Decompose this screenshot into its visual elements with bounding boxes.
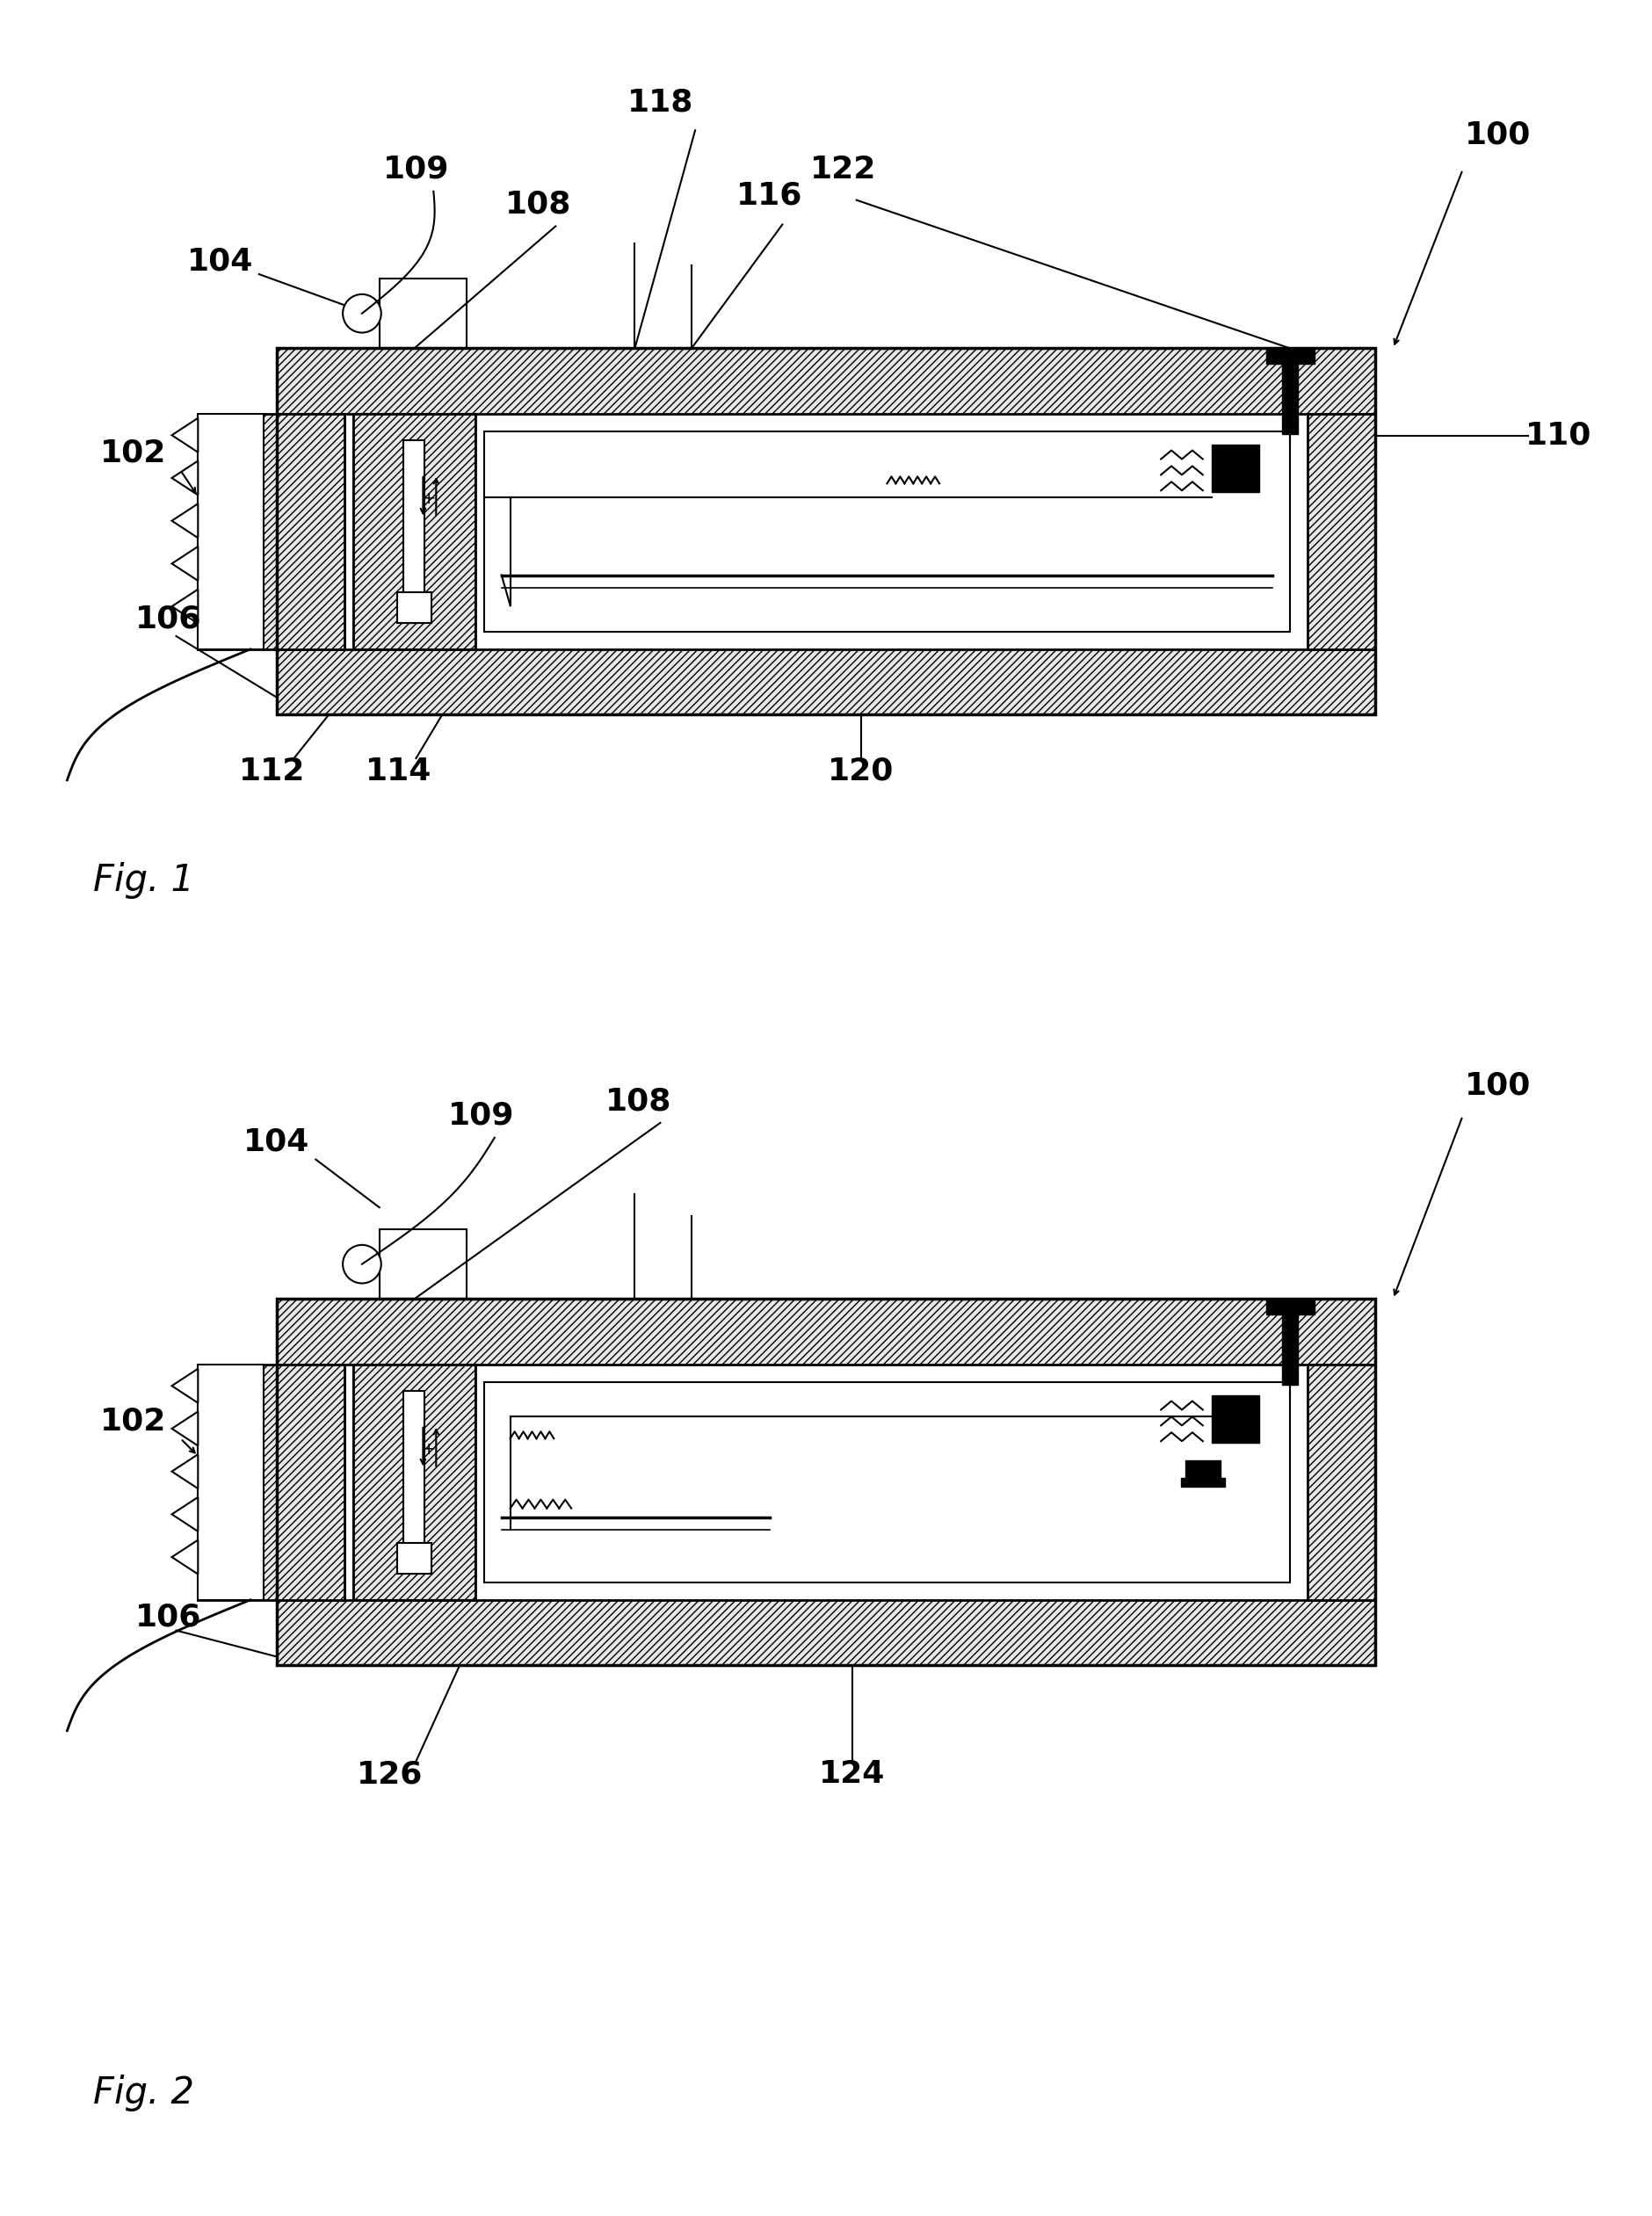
Bar — [380, 279, 466, 348]
Bar — [484, 1383, 1290, 1582]
Bar — [484, 432, 1290, 632]
Bar — [1211, 1394, 1259, 1443]
Bar — [276, 1299, 1376, 1365]
Text: 106: 106 — [135, 1602, 202, 1633]
Bar — [198, 1365, 345, 1600]
Polygon shape — [172, 1369, 198, 1403]
Bar — [403, 441, 425, 623]
Text: 126: 126 — [357, 1760, 423, 1788]
Bar — [1307, 414, 1376, 649]
Text: 108: 108 — [605, 1086, 672, 1117]
Bar — [1186, 1460, 1221, 1478]
Text: 106: 106 — [135, 603, 202, 634]
Text: 100: 100 — [1465, 120, 1531, 151]
Text: 104: 104 — [187, 246, 253, 277]
Text: 102: 102 — [101, 439, 167, 468]
Bar — [198, 1365, 263, 1600]
Text: 118: 118 — [628, 86, 694, 117]
Text: 116: 116 — [737, 182, 803, 211]
Text: +: + — [421, 490, 436, 507]
Text: 108: 108 — [506, 191, 572, 219]
Text: 114: 114 — [365, 756, 431, 787]
Bar — [276, 1600, 1376, 1664]
Bar — [1307, 1365, 1376, 1600]
Text: 100: 100 — [1465, 1070, 1531, 1101]
Bar — [380, 1230, 466, 1299]
Text: 122: 122 — [811, 155, 877, 184]
Bar — [354, 1365, 476, 1600]
Text: Fig. 2: Fig. 2 — [93, 2074, 195, 2112]
Polygon shape — [172, 1454, 198, 1489]
Bar — [276, 1299, 1376, 1664]
Bar — [1282, 1314, 1298, 1385]
Text: 109: 109 — [383, 155, 449, 184]
Bar — [1267, 348, 1315, 363]
Polygon shape — [172, 1412, 198, 1445]
Bar — [354, 414, 476, 649]
Text: 102: 102 — [101, 1407, 167, 1436]
Bar — [276, 348, 1376, 414]
Bar — [1267, 1299, 1315, 1314]
Text: 124: 124 — [819, 1760, 885, 1788]
Bar — [276, 414, 345, 649]
Polygon shape — [172, 503, 198, 538]
Polygon shape — [172, 419, 198, 452]
Bar — [1181, 1478, 1224, 1487]
Polygon shape — [172, 461, 198, 494]
Text: Fig. 1: Fig. 1 — [93, 862, 195, 900]
Circle shape — [342, 295, 382, 332]
Polygon shape — [172, 1540, 198, 1573]
Bar — [1282, 363, 1298, 434]
Bar — [276, 649, 1376, 714]
Bar — [276, 1365, 345, 1600]
Bar — [354, 1365, 476, 1600]
Bar — [396, 592, 431, 623]
Bar — [1211, 443, 1259, 492]
Text: 109: 109 — [448, 1101, 515, 1130]
Text: 112: 112 — [240, 756, 306, 787]
Text: 110: 110 — [1525, 421, 1593, 450]
Bar — [198, 414, 345, 649]
Polygon shape — [172, 547, 198, 581]
Polygon shape — [172, 589, 198, 623]
Bar — [276, 348, 1376, 714]
Text: 104: 104 — [243, 1128, 309, 1157]
Bar — [403, 1392, 425, 1573]
Text: 120: 120 — [828, 756, 894, 787]
Bar — [198, 414, 263, 649]
Circle shape — [342, 1245, 382, 1283]
Polygon shape — [172, 1498, 198, 1531]
Bar — [354, 414, 476, 649]
Text: +: + — [421, 1440, 436, 1458]
Bar — [396, 1542, 431, 1573]
